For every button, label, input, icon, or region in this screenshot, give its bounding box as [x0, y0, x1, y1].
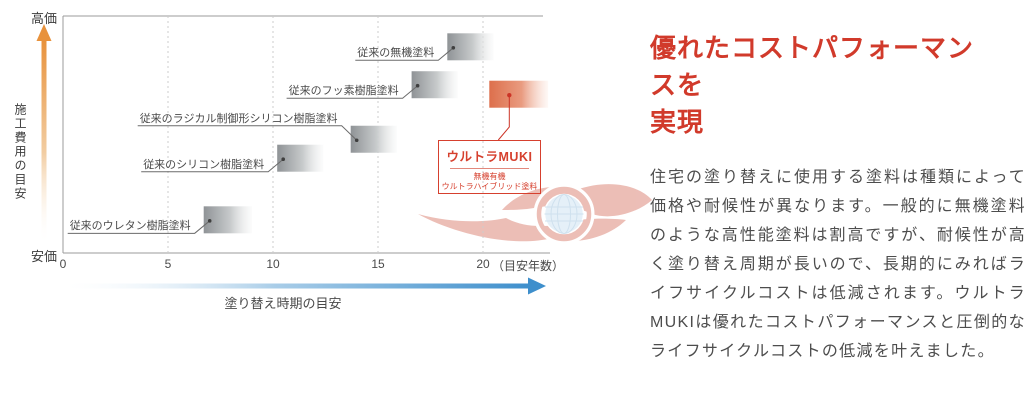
paint-label: 従来のフッ素樹脂塗料 [288, 85, 399, 98]
paint-block [489, 80, 549, 108]
x-tick-label: 0 [59, 257, 67, 271]
section-heading: 優れたコストパフォーマン スを 実現 [650, 33, 975, 137]
paint-label: 従来の無機塗料 [357, 47, 435, 60]
paint-block [411, 71, 458, 99]
label-leader-line [67, 220, 211, 234]
paint-label: 従来のウレタン樹脂塗料 [69, 220, 191, 233]
ultra-muki-subtitle-2: ウルトラハイブリッド塗料 [441, 182, 538, 192]
x-tick-label: 10 [266, 257, 280, 271]
callout-leader-line [497, 95, 510, 141]
info-panel: 優れたコストパフォーマン スを 実現 住宅の塗り替えに使用する塗料は種類によって… [650, 30, 1024, 366]
paint-label: 従来のシリコン樹脂塗料 [143, 158, 265, 171]
chart-canvas [36, 15, 652, 295]
label-dot [451, 46, 456, 50]
ultra-muki-callout: ウルトラMUKI 無機有機 ウルトラハイブリッド塗料 [438, 140, 541, 194]
y-axis-arrow-icon [36, 24, 52, 245]
y-axis-low-label: 安価 [31, 249, 58, 264]
x-tick-label: 5 [164, 257, 172, 271]
label-leader-line [286, 85, 418, 99]
x-axis-unit-label: （目安年数） [492, 259, 565, 273]
label-leader-line [141, 158, 284, 173]
chart-area: 高価 安価 施工費用の目安 （目安年数） 塗り替え時期の目安 ウルトラMUKI … [13, 11, 652, 311]
paint-block [203, 206, 252, 234]
callout-divider [450, 168, 529, 169]
ultra-muki-title: ウルトラMUKI [446, 150, 533, 164]
label-dot [354, 138, 359, 143]
section-body: 住宅の塗り替えに使用する塗料は種類によって価格や耐候性が異なります。一般的に無機… [650, 169, 1024, 360]
paint-block [277, 144, 324, 172]
ultra-muki-subtitle-1: 無機有機 [473, 172, 506, 181]
label-dot [207, 219, 212, 223]
label-dot [415, 83, 420, 88]
brand-logo-watermark [418, 183, 652, 245]
x-tick-label: 15 [371, 257, 385, 271]
paint-block [447, 33, 494, 61]
label-leader-line [137, 125, 358, 141]
paint-label: 従来のラジカル制御形シリコン樹脂塗料 [139, 112, 338, 125]
y-axis-high-label: 高価 [31, 11, 58, 26]
y-axis-title: 施工費用の目安 [13, 103, 27, 201]
label-dot [281, 157, 286, 161]
label-leader-line [355, 47, 454, 61]
callout-dot [507, 93, 512, 98]
paint-block [350, 125, 397, 153]
x-axis-arrow-label: 塗り替え時期の目安 [224, 296, 342, 311]
x-axis-arrow-icon [66, 277, 546, 295]
x-tick-label: 20 [476, 257, 490, 271]
